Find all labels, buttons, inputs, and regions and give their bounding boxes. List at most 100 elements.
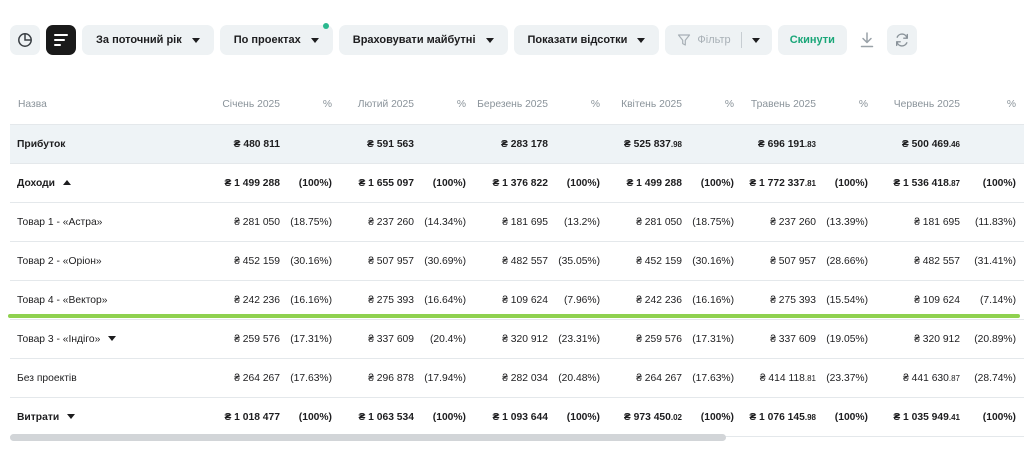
- value-cell: ₴ 1 063 534: [340, 397, 420, 437]
- percent-cell: (20.4%): [420, 319, 474, 359]
- group-row[interactable]: Доходи ₴ 1 499 288 (100%) ₴ 1 655 097 (100%)…: [10, 163, 1024, 203]
- period-dropdown[interactable]: За поточний рік: [82, 25, 214, 55]
- refresh-button[interactable]: [886, 25, 917, 55]
- expand-arrow-icon[interactable]: [108, 336, 117, 342]
- percent-cell: (14.34%): [420, 202, 474, 242]
- percent-cell: (35.05%): [554, 241, 608, 281]
- column-header-month[interactable]: Січень 2025: [222, 98, 280, 110]
- chevron-down-icon: [637, 37, 646, 43]
- table-row[interactable]: Товар 3 - «Індіго» ₴ 259 576 (17.31%) ₴ 337…: [10, 319, 1024, 359]
- percent-cell: (16.16%): [688, 280, 742, 320]
- value-cell: ₴ 480 811: [206, 124, 286, 164]
- row-label[interactable]: Доходи: [10, 163, 206, 203]
- value-cell: ₴ 507 957: [340, 241, 420, 281]
- value-cell: ₴ 1 655 097: [340, 163, 420, 203]
- period-label: За поточний рік: [96, 34, 182, 46]
- row-label-text: Товар 1 - «Астра»: [17, 216, 103, 228]
- percent-cell: (17.63%): [688, 358, 742, 398]
- refresh-icon: [895, 33, 908, 47]
- value-cell: ₴ 281 050: [206, 202, 286, 242]
- value-cell: ₴ 452 159: [608, 241, 688, 281]
- value-cell: ₴ 281 050: [608, 202, 688, 242]
- column-header-month[interactable]: Травень 2025: [750, 98, 816, 110]
- column-header-month[interactable]: Березень 2025: [477, 98, 548, 110]
- download-icon: [860, 32, 874, 48]
- future-label: Враховувати майбутні: [352, 34, 476, 46]
- column-header-name[interactable]: Назва: [18, 98, 47, 110]
- collapse-arrow-icon[interactable]: [63, 180, 71, 186]
- row-label[interactable]: Витрати: [10, 397, 206, 437]
- value-cell: ₴ 500 469.46: [876, 124, 966, 164]
- percent-cell: (17.31%): [688, 319, 742, 359]
- row-label[interactable]: Товар 3 - «Індіго»: [10, 319, 206, 359]
- value-cell: ₴ 320 912: [876, 319, 966, 359]
- percent-cell: [554, 124, 608, 164]
- percent-cell: [688, 124, 742, 164]
- filter-button[interactable]: Фільтр: [665, 25, 772, 55]
- value-cell: ₴ 181 695: [474, 202, 554, 242]
- value-cell: ₴ 109 624: [876, 280, 966, 320]
- column-header-percent: %: [858, 98, 868, 110]
- value-cell: ₴ 1 376 822: [474, 163, 554, 203]
- percent-cell: (100%): [966, 397, 1024, 437]
- percent-cell: (11.83%): [966, 202, 1024, 242]
- percent-cell: (20.89%): [966, 319, 1024, 359]
- percent-cell: (100%): [286, 163, 340, 203]
- value-cell: ₴ 242 236: [608, 280, 688, 320]
- chevron-down-icon[interactable]: [751, 37, 760, 43]
- table-view-button[interactable]: [46, 25, 76, 55]
- percent-cell: (100%): [966, 163, 1024, 203]
- percent-cell: (18.75%): [688, 202, 742, 242]
- percent-cell: [822, 124, 876, 164]
- value-cell: ₴ 1 076 145.98: [742, 397, 822, 437]
- filter-label: Фільтр: [697, 34, 731, 46]
- value-cell: ₴ 591 563: [340, 124, 420, 164]
- percent-cell: (16.64%): [420, 280, 474, 320]
- table-row[interactable]: Товар 1 - «Астра» ₴ 281 050 (18.75%) ₴ 237 …: [10, 202, 1024, 242]
- table-row[interactable]: Товар 4 - «Вектор» ₴ 242 236 (16.16%) ₴ 275…: [10, 280, 1024, 320]
- percent-cell: (28.74%): [966, 358, 1024, 398]
- chevron-down-icon: [310, 37, 319, 43]
- table-row[interactable]: Товар 2 - «Оріон» ₴ 452 159 (30.16%) ₴ 507 …: [10, 241, 1024, 281]
- column-header-month[interactable]: Лютий 2025: [357, 98, 414, 110]
- row-label-text: Без проектів: [17, 372, 77, 384]
- column-header-month[interactable]: Червень 2025: [893, 98, 960, 110]
- percent-cell: (100%): [554, 397, 608, 437]
- percent-cell: [966, 124, 1024, 164]
- header-row: Назва Січень 2025 % Лютий 2025 % Березен…: [10, 84, 1024, 125]
- value-cell: ₴ 1 093 644: [474, 397, 554, 437]
- percent-cell: (16.16%): [286, 280, 340, 320]
- row-label: Товар 4 - «Вектор»: [10, 280, 206, 320]
- future-dropdown[interactable]: Враховувати майбутні: [338, 25, 508, 55]
- row-label-text: Товар 4 - «Вектор»: [17, 294, 108, 306]
- chart-view-button[interactable]: [10, 25, 40, 55]
- table-row[interactable]: Без проектів ₴ 264 267 (17.63%) ₴ 296 878 (1…: [10, 358, 1024, 398]
- report-table: Назва Січень 2025 % Лютий 2025 % Березен…: [10, 84, 1024, 437]
- value-cell: ₴ 452 159: [206, 241, 286, 281]
- download-button[interactable]: [853, 25, 881, 55]
- percent-cell: [286, 124, 340, 164]
- row-label: Прибуток: [10, 124, 206, 164]
- percent-cell: (15.54%): [822, 280, 876, 320]
- group-row[interactable]: Витрати ₴ 1 018 477 (100%) ₴ 1 063 534 (100%…: [10, 397, 1024, 437]
- value-cell: ₴ 242 236: [206, 280, 286, 320]
- percent-cell: (23.31%): [554, 319, 608, 359]
- expand-arrow-icon[interactable]: [67, 414, 76, 420]
- horizontal-scrollbar[interactable]: [10, 434, 726, 441]
- percent-cell: (100%): [688, 397, 742, 437]
- percent-dropdown[interactable]: Показати відсотки: [513, 25, 660, 55]
- percent-cell: (20.48%): [554, 358, 608, 398]
- value-cell: ₴ 275 393: [340, 280, 420, 320]
- percent-cell: (100%): [420, 397, 474, 437]
- reset-button[interactable]: Скинути: [777, 25, 847, 55]
- toolbar: За поточний рік По проектах Враховувати …: [10, 23, 923, 55]
- value-cell: ₴ 1 499 288: [206, 163, 286, 203]
- column-header-percent: %: [1006, 98, 1016, 110]
- percent-cell: [420, 124, 474, 164]
- grouping-dropdown[interactable]: По проектах: [219, 23, 333, 55]
- value-cell: ₴ 283 178: [474, 124, 554, 164]
- value-cell: ₴ 337 609: [340, 319, 420, 359]
- column-header-percent: %: [724, 98, 734, 110]
- column-header-month[interactable]: Квітень 2025: [621, 98, 682, 110]
- percent-cell: (7.14%): [966, 280, 1024, 320]
